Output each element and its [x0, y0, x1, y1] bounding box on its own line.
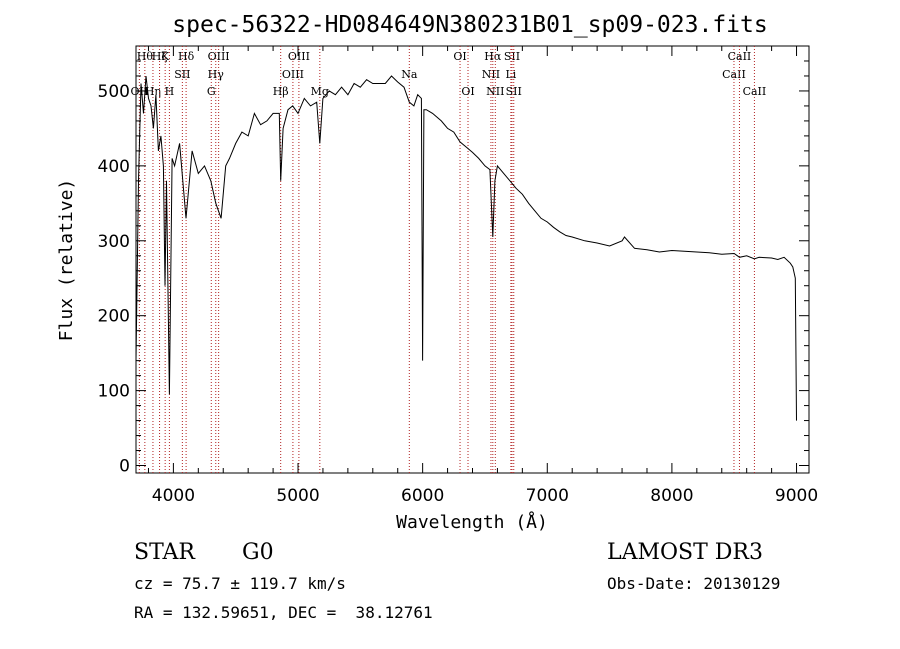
- x-tick-label: 6000: [401, 486, 444, 506]
- marker-label: Mg: [311, 85, 329, 98]
- obs-date: Obs-Date: 20130129: [607, 574, 781, 593]
- axes: 4000 5000 6000 7000 8000 9000 0 100 200 300 400 500: [98, 46, 818, 506]
- y-tick-label: 200: [98, 307, 130, 327]
- marker-label: OIII: [288, 50, 310, 63]
- x-tick-label: 7000: [526, 486, 569, 506]
- marker-label: Hθ: [137, 50, 154, 63]
- x-tick-label: 4000: [152, 486, 195, 506]
- marker-label: SII: [174, 68, 190, 81]
- marker-label: NII: [482, 68, 500, 81]
- y-tick-label: 0: [119, 457, 130, 477]
- object-type: STAR: [134, 540, 195, 565]
- marker-label: K: [161, 50, 170, 63]
- spectrum-line: [135, 75, 797, 421]
- marker-label: Hγ: [208, 68, 225, 81]
- marker-label: NII: [486, 85, 504, 98]
- marker-label: OII: [131, 85, 149, 98]
- marker-label: OI: [453, 50, 466, 63]
- marker-label: CaII: [743, 85, 767, 98]
- y-tick-label: 100: [98, 382, 130, 402]
- chart-title: spec-56322-HD084649N380231B01_sp09-023.f…: [172, 12, 767, 38]
- marker-label: Hη: [145, 85, 161, 98]
- y-tick-label: 300: [98, 232, 130, 252]
- y-tick-label: 500: [98, 82, 130, 102]
- marker-label: OIII: [282, 68, 304, 81]
- x-axis-label: Wavelength (Å): [396, 511, 548, 533]
- marker-label: Hζ: [152, 50, 168, 63]
- marker-label: G: [207, 85, 216, 98]
- marker-label: OIII: [208, 50, 230, 63]
- y-axis-label: Flux (relative): [56, 179, 77, 342]
- marker-label: Na: [401, 68, 418, 81]
- redshift-line: cz = 75.7 ± 119.7 km/s: [134, 574, 346, 593]
- spectral-subclass: G0: [242, 540, 274, 565]
- marker-label: H: [165, 85, 175, 98]
- marker-label: Hβ: [273, 85, 289, 98]
- x-tick-label: 9000: [775, 486, 818, 506]
- marker-label: SII: [506, 85, 522, 98]
- marker-label: CaII: [728, 50, 752, 63]
- plot-frame: [135, 45, 810, 474]
- marker-label: CaII: [722, 68, 746, 81]
- coordinates: RA = 132.59651, DEC = 38.12761: [134, 603, 433, 622]
- spectral-line-markers: OII Hθ Hη HζK H Hδ SII Hγ G OIII Hβ OIII OIII Mg Na OI O…: [131, 46, 767, 473]
- survey-name: LAMOST DR3: [607, 540, 763, 565]
- marker-label: OI: [461, 85, 474, 98]
- marker-label: Hδ: [178, 50, 195, 63]
- x-tick-label: 5000: [276, 486, 319, 506]
- y-tick-label: 400: [98, 157, 130, 177]
- marker-label: Li: [505, 68, 516, 81]
- marker-label: Hα: [484, 50, 502, 63]
- marker-label: SII: [504, 50, 520, 63]
- x-tick-label: 8000: [650, 486, 693, 506]
